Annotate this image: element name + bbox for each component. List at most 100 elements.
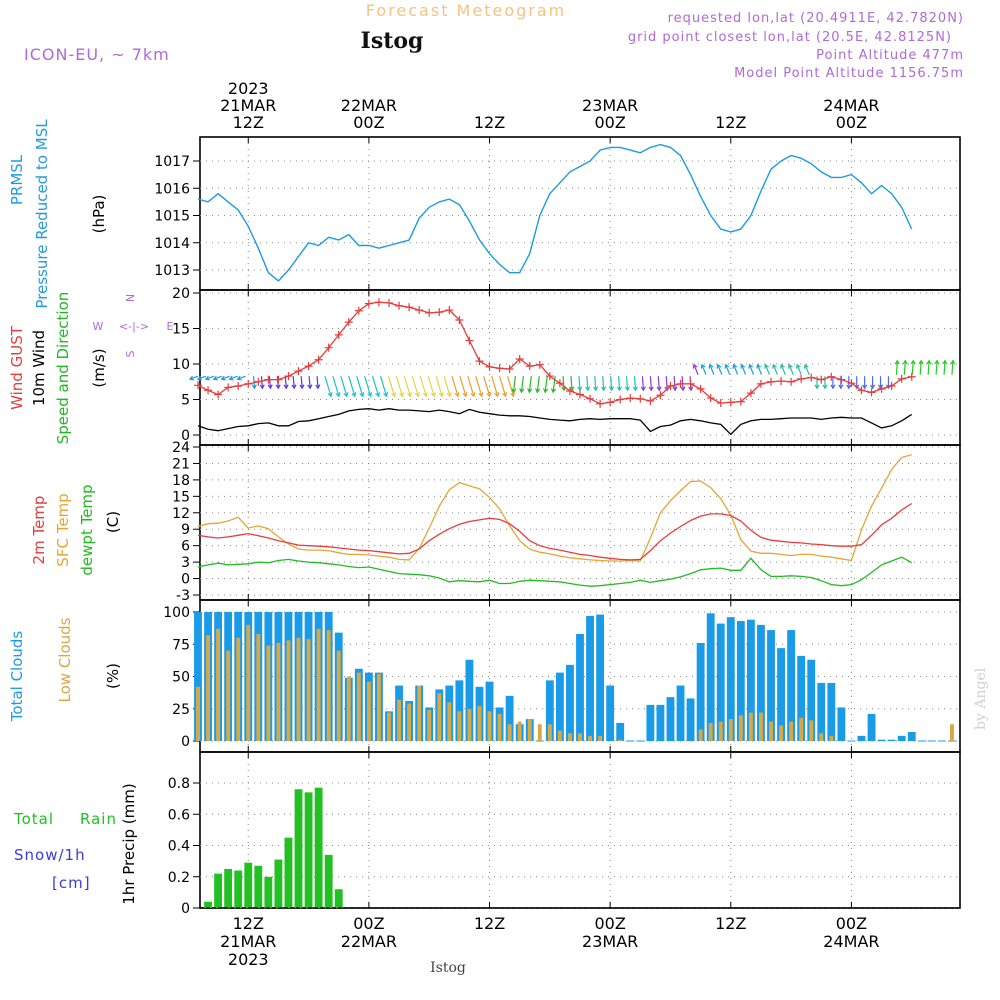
low-cloud-bar <box>266 645 271 741</box>
compass-arrows: <-|-> <box>119 320 149 333</box>
low-cloud-bar <box>758 712 763 741</box>
direction-arrowhead <box>335 392 341 398</box>
direction-arrowhead <box>692 363 698 369</box>
direction-arrowhead <box>494 392 500 398</box>
bottom-time-label: 21MAR <box>220 932 276 951</box>
direction-arrowhead <box>577 386 583 392</box>
total-cloud-bar <box>917 740 926 742</box>
direction-arrow <box>499 376 507 397</box>
low-cloud-bar <box>196 686 200 741</box>
direction-arrowhead <box>708 363 714 369</box>
direction-arrowhead <box>406 392 412 398</box>
direction-arrowhead <box>462 392 468 398</box>
low-cloud-bar <box>336 650 341 741</box>
total-cloud-bar <box>877 739 886 741</box>
direction-arrowhead <box>846 384 852 390</box>
direction-arrowhead <box>830 384 836 390</box>
direction-arrowhead <box>228 375 234 381</box>
gust-marker <box>495 364 504 373</box>
total-cloud-bar <box>777 648 785 741</box>
total-cloud-bar <box>867 713 876 741</box>
direction-arrowhead <box>251 384 257 390</box>
bottom-time-label: 12Z <box>715 914 746 933</box>
wind-direction-arrows <box>188 359 956 398</box>
direction-arrow <box>419 376 427 397</box>
low-cloud-bar <box>809 720 814 741</box>
total-cloud-bar <box>887 739 896 741</box>
low-cloud-bar <box>618 739 623 741</box>
gust-marker <box>716 399 725 408</box>
direction-arrowhead <box>870 384 876 390</box>
direction-arrow <box>544 376 548 393</box>
direction-arrowhead <box>616 386 622 392</box>
direction-arrow <box>709 364 715 375</box>
direction-arrowhead <box>511 388 517 394</box>
direction-arrow <box>788 364 794 375</box>
direction-arrowhead <box>648 386 654 392</box>
low-cloud-bar <box>779 725 784 741</box>
top-time-label: 23MAR <box>582 96 638 115</box>
bottom-time-label: 23MAR <box>582 932 638 951</box>
direction-arrowhead <box>942 359 948 365</box>
low-cloud-bar <box>789 721 794 741</box>
temperature-ytick-label: 18 <box>172 473 190 489</box>
total-cloud-bar <box>676 685 685 741</box>
gust-marker <box>897 374 906 383</box>
low-cloud-bar <box>256 633 261 741</box>
low-cloud-bar <box>708 722 713 741</box>
gust-marker <box>364 299 373 308</box>
total-cloud-bar <box>656 704 665 741</box>
bottom-time-label: 22MAR <box>341 932 397 951</box>
direction-arrow <box>308 376 311 389</box>
pressure-ytick-label: 1015 <box>154 209 190 225</box>
low-cloud-bar <box>397 699 402 741</box>
top-time-label: 00Z <box>594 113 625 132</box>
precip-ytick-label: 0.6 <box>168 807 190 823</box>
temperature-ytick-label: 15 <box>172 489 190 505</box>
sfc-temp-line <box>197 454 912 562</box>
direction-arrowhead <box>764 363 769 369</box>
low-cloud-bar <box>346 676 351 741</box>
gust-marker <box>616 395 625 404</box>
low-cloud-bar <box>467 708 472 741</box>
direction-arrowhead <box>204 375 210 381</box>
direction-arrowhead <box>283 384 289 390</box>
low-cloud-bar <box>356 672 361 741</box>
label-hpa: (hPa) <box>90 195 108 234</box>
direction-arrow <box>340 376 348 397</box>
direction-arrowhead <box>351 392 357 398</box>
direction-arrow <box>372 376 380 397</box>
direction-arrow <box>483 376 491 397</box>
total-cloud-bar <box>757 624 765 741</box>
direction-arrowhead <box>680 386 686 392</box>
gust-marker <box>465 336 474 345</box>
direction-arrowhead <box>188 375 195 381</box>
direction-arrow <box>935 360 938 375</box>
total-cloud-bar <box>726 617 735 741</box>
gust-marker <box>344 318 353 327</box>
low-cloud-bar <box>407 703 412 741</box>
direction-arrowhead <box>902 359 908 365</box>
low-cloud-bar <box>226 650 231 741</box>
direction-arrowhead <box>430 392 436 398</box>
total-cloud-bar <box>716 623 725 741</box>
direction-arrowhead <box>315 384 321 390</box>
precip-ytick-label: 0.2 <box>168 870 190 886</box>
gust-marker <box>887 382 896 391</box>
temperature-ytick-label: -3 <box>176 588 190 604</box>
gust-marker <box>535 360 544 369</box>
total-cloud-bar <box>465 659 474 741</box>
compass-n: N <box>124 294 137 302</box>
low-cloud-bar <box>769 721 773 741</box>
clouds-ytick-label: 25 <box>172 702 190 718</box>
bottom-time-label: 00Z <box>353 914 384 933</box>
direction-arrowhead <box>375 392 381 398</box>
gust-marker <box>656 391 665 400</box>
direction-arrow <box>804 364 810 375</box>
gust-marker <box>193 381 202 390</box>
direction-arrow <box>197 375 207 380</box>
direction-arrow <box>780 364 786 375</box>
direction-arrowhead <box>608 386 615 392</box>
direction-arrow <box>665 376 668 391</box>
rain-bar <box>244 862 253 908</box>
